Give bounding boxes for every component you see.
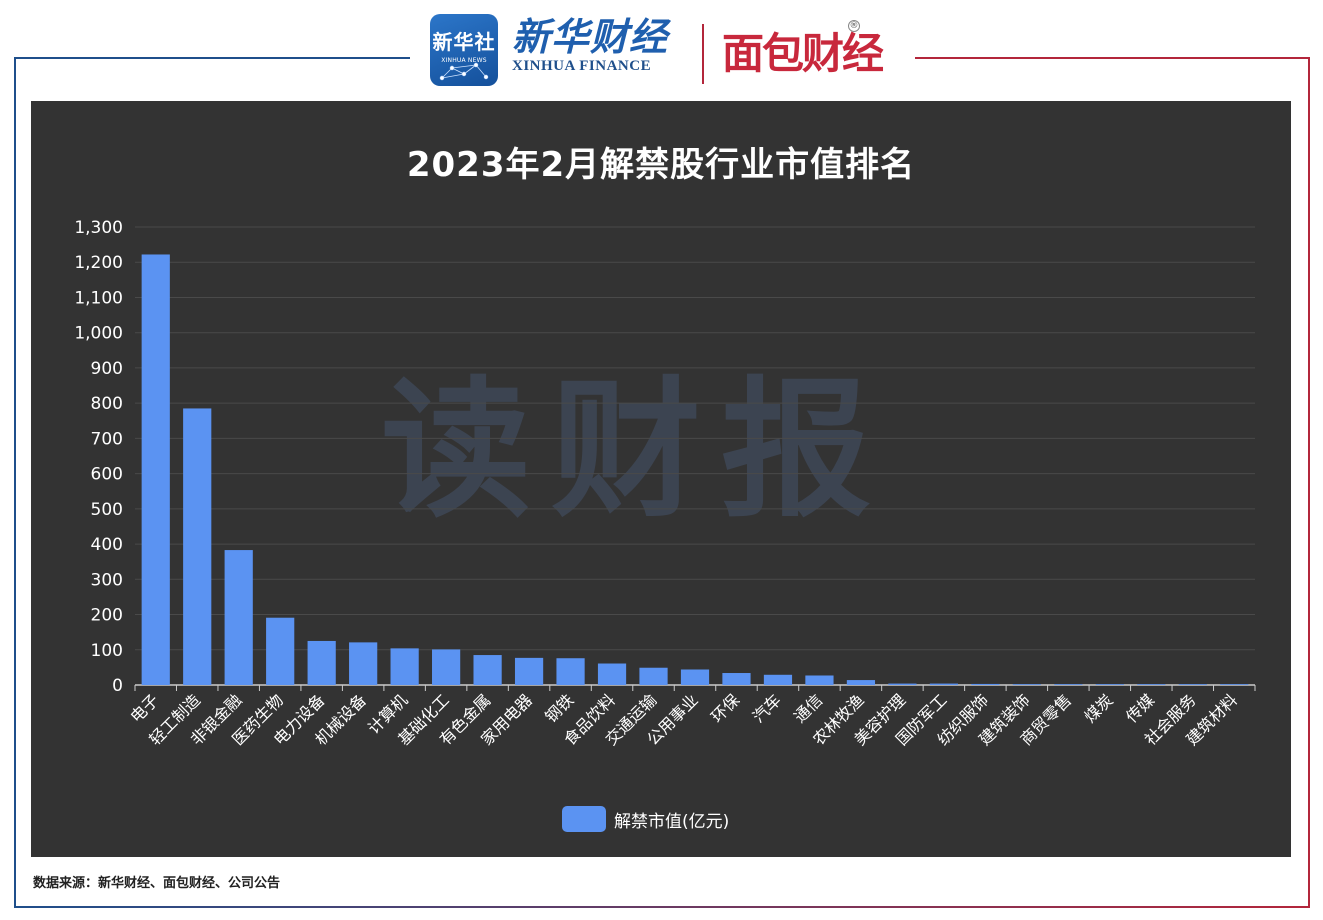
bar[interactable] [1137, 684, 1166, 685]
bar[interactable] [597, 663, 627, 685]
y-tick-label: 1,000 [74, 324, 123, 344]
bar[interactable] [1178, 684, 1207, 685]
y-tick-label: 300 [91, 570, 123, 590]
bar-chart: 0 100 200 300 400 500 600 700 800 900 1,000 1,100 1,… [74, 218, 1256, 749]
bar[interactable] [929, 683, 958, 685]
y-tick-label: 1,300 [74, 218, 123, 238]
y-tick-label: 100 [91, 641, 123, 661]
y-tick-label: 1,200 [74, 253, 123, 273]
y-tick-label: 0 [112, 676, 123, 696]
chart-panel: 读财报 2023年2月解禁股行业市值排名 0 100 200 300 400 500 600… [31, 101, 1291, 857]
bar[interactable] [349, 642, 378, 685]
bar[interactable] [514, 657, 544, 685]
y-tick-label: 800 [91, 394, 123, 414]
source-note: 数据来源：新华财经、面包财经、公司公告 [33, 876, 281, 891]
bar[interactable] [556, 658, 585, 685]
y-tick-label: 900 [91, 359, 123, 379]
xinhua-news-cn: 新华社 [432, 30, 496, 54]
xinhua-finance-cn: 新华财经 [512, 14, 669, 59]
y-tick-label: 400 [91, 535, 123, 555]
bar[interactable] [639, 667, 668, 685]
bar[interactable] [846, 680, 876, 685]
bar[interactable] [805, 675, 834, 685]
bar[interactable] [1012, 684, 1041, 685]
chart-title: 2023年2月解禁股行业市值排名 [406, 145, 916, 185]
xinhua-finance-en: XINHUA FINANCE [512, 58, 652, 74]
frame-left [14, 57, 16, 907]
network-icon [439, 62, 489, 81]
xinhua-finance-logo: 新华财经 XINHUA FINANCE [512, 14, 672, 75]
bar[interactable] [1095, 684, 1124, 685]
brand-header: 新华社 XINHUA NEWS 新华财经 XINHUA FINANCE 面包财经… [430, 8, 900, 88]
x-tick-label: 煤炭 [1081, 690, 1117, 726]
y-tick-label: 200 [91, 606, 123, 626]
legend-swatch [562, 806, 606, 832]
frame-top-left [14, 57, 410, 59]
frame-right [1308, 57, 1310, 907]
xinhua-news-logo: 新华社 XINHUA NEWS [430, 14, 498, 86]
x-tick-label: 环保 [707, 690, 743, 726]
y-tick-label: 600 [91, 465, 123, 485]
bar[interactable] [971, 683, 1000, 685]
registered-mark: ® [848, 20, 860, 32]
bar[interactable] [307, 640, 336, 685]
mianbao-caijing-logo: 面包财经 [722, 29, 884, 78]
xinhua-news-en: XINHUA NEWS [441, 57, 487, 64]
bar[interactable] [680, 669, 710, 685]
bar[interactable] [266, 617, 295, 685]
bar[interactable] [224, 550, 253, 685]
x-tick-label: 电子 [126, 690, 162, 726]
bar[interactable] [763, 674, 793, 685]
frame-top-right [915, 57, 1310, 59]
bar[interactable] [1054, 684, 1083, 685]
watermark: 读财报 [381, 364, 892, 538]
bar[interactable] [183, 408, 212, 685]
bar[interactable] [1220, 684, 1249, 685]
legend[interactable]: 解禁市值(亿元) [562, 805, 729, 833]
bar[interactable] [888, 683, 917, 685]
x-tick-label: 传媒 [1122, 690, 1158, 726]
bar[interactable] [141, 254, 170, 686]
y-tick-label: 700 [91, 429, 123, 449]
x-tick-label: 通信 [790, 690, 826, 726]
bar[interactable] [390, 648, 419, 685]
bar[interactable] [473, 655, 502, 685]
bar[interactable] [722, 673, 751, 685]
y-tick-label: 1,100 [74, 288, 123, 308]
y-tick-label: 500 [91, 500, 123, 520]
header-divider [702, 24, 704, 84]
frame-bottom [14, 906, 1310, 908]
bar[interactable] [432, 649, 461, 685]
legend-label: 解禁市值(亿元) [614, 811, 730, 832]
x-tick-label: 钢铁 [541, 690, 577, 726]
x-tick-label: 汽车 [749, 690, 785, 726]
